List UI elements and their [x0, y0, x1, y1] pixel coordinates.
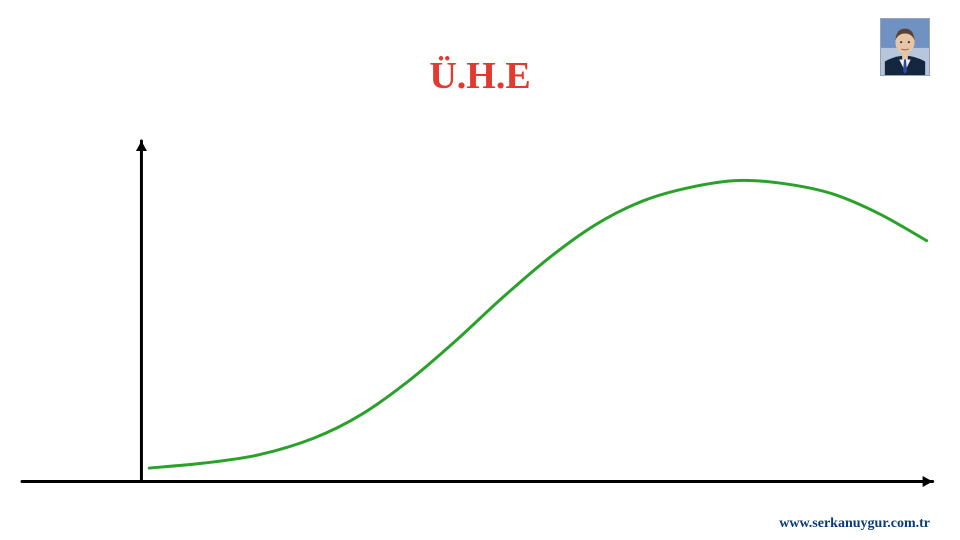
avatar-svg	[881, 19, 929, 75]
presenter-avatar	[880, 18, 930, 76]
chart-svg	[20, 130, 940, 498]
chart-title: Ü.H.E	[0, 54, 960, 98]
chart-area	[20, 130, 940, 498]
footer-link[interactable]: www.serkanuygur.com.tr	[779, 516, 930, 532]
